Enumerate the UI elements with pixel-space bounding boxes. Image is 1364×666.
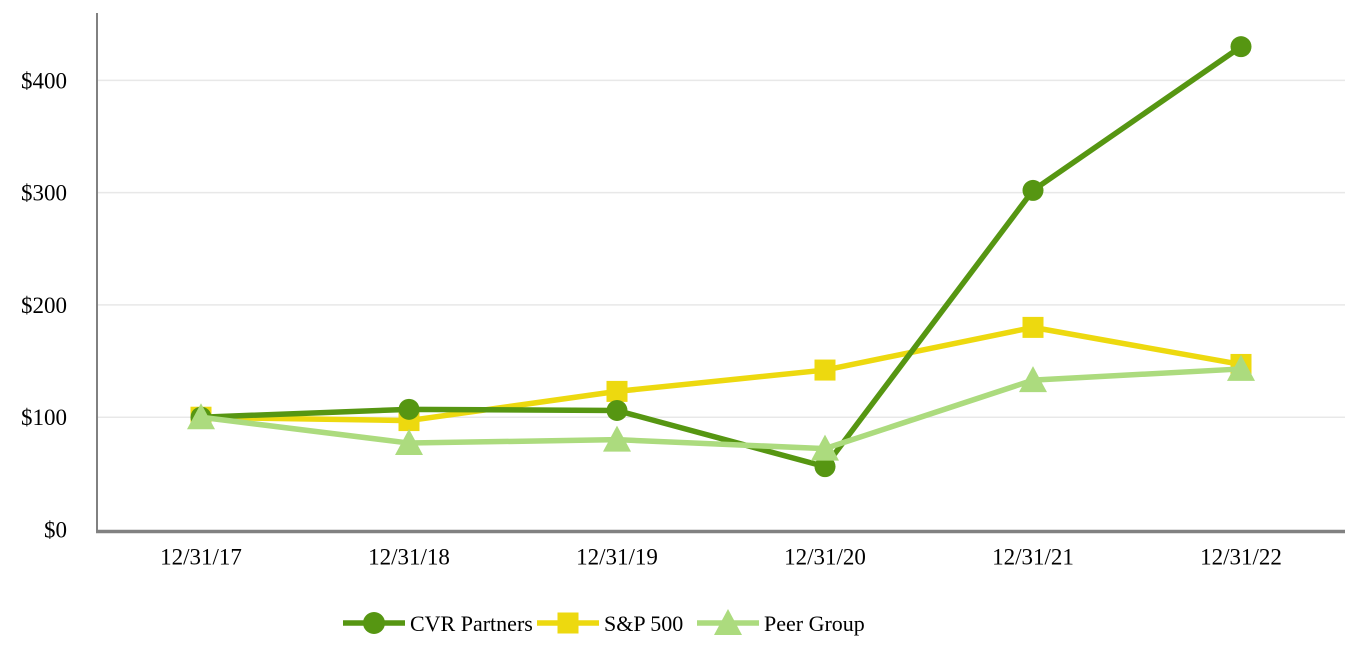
- x-tick-label: 12/31/22: [1200, 545, 1282, 570]
- marker-triangle: [811, 434, 839, 461]
- marker-triangle: [187, 403, 215, 430]
- y-tick-label: $300: [21, 181, 67, 206]
- marker-circle: [606, 399, 628, 421]
- series-s-p-500: [190, 316, 1252, 432]
- plot-area: $0 $100 $200 $300 $400 12/31/17 12/31/18 12/31/…: [21, 13, 1345, 570]
- y-tick-label: $400: [21, 68, 67, 93]
- y-tick-label: $0: [44, 518, 67, 543]
- x-tick-label: 12/31/17: [160, 545, 242, 570]
- marker-circle: [398, 398, 420, 420]
- x-tick-label: 12/31/19: [576, 545, 658, 570]
- x-tick-label: 12/31/21: [992, 545, 1074, 570]
- x-tick-label: 12/31/20: [784, 545, 866, 570]
- series-line-peer-group: [198, 366, 1244, 452]
- marker-square: [606, 380, 628, 402]
- marker-triangle: [1019, 366, 1047, 393]
- legend-label-cvr-partners: CVR Partners: [410, 611, 533, 636]
- legend-triangle-marker-icon: [714, 609, 742, 635]
- legend-square-marker-icon: [557, 612, 579, 634]
- y-tick-label: $200: [21, 293, 67, 318]
- marker-triangle: [603, 425, 631, 452]
- marker-triangle: [1227, 354, 1255, 381]
- y-tick-label: $100: [21, 405, 67, 430]
- series-cvr-partners: [190, 36, 1252, 478]
- legend-label-peer-group: Peer Group: [764, 611, 865, 636]
- x-tick-label: 12/31/18: [368, 545, 450, 570]
- marker-square: [814, 359, 836, 381]
- legend: CVR Partners S&P 500 Peer Group: [343, 609, 865, 636]
- series-line-s-p-500: [198, 324, 1244, 424]
- series-peer-group: [187, 354, 1255, 461]
- legend-label-sp500: S&P 500: [604, 611, 683, 636]
- series-line-cvr-partners: [198, 43, 1244, 470]
- marker-square: [1022, 316, 1044, 338]
- legend-circle-marker-icon: [363, 612, 385, 634]
- marker-circle: [814, 456, 836, 478]
- marker-circle: [1022, 179, 1044, 201]
- marker-triangle: [395, 429, 423, 456]
- marker-circle: [1230, 36, 1252, 58]
